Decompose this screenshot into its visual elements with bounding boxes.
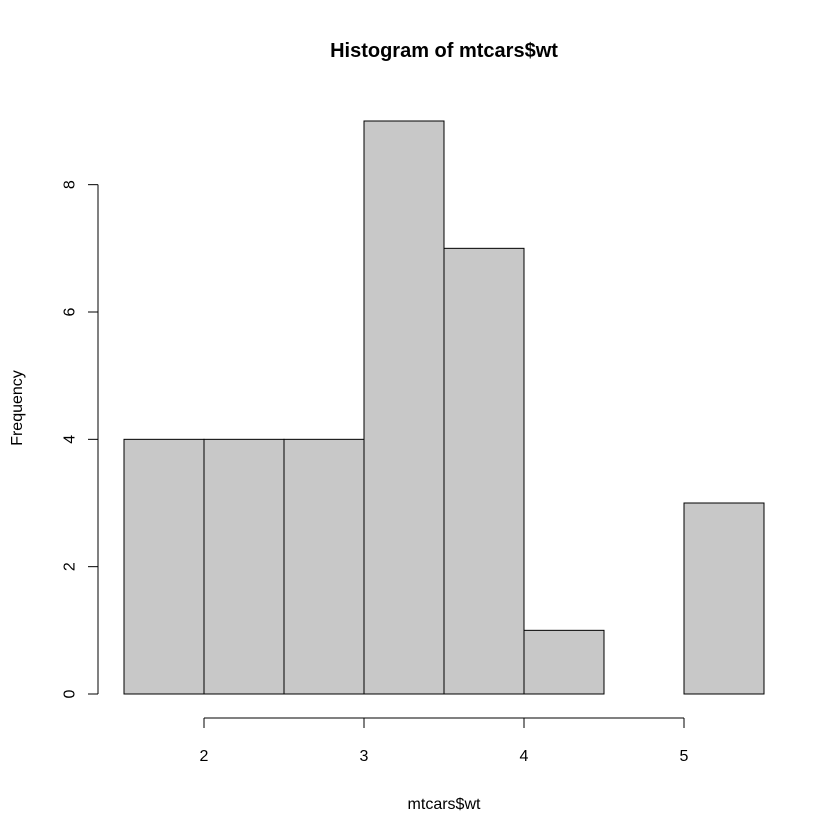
x-axis: 2 3 4 5 bbox=[200, 717, 689, 765]
y-axis-label: Frequency bbox=[9, 370, 26, 446]
bars-group bbox=[123, 120, 765, 695]
x-tick-label-3: 3 bbox=[360, 748, 369, 765]
x-tick-label-5: 5 bbox=[680, 748, 689, 765]
x-axis-label: mtcars$wt bbox=[408, 796, 481, 813]
histogram-bar-1 bbox=[123, 438, 205, 695]
x-tick-label-2: 2 bbox=[200, 748, 209, 765]
histogram-bar-8 bbox=[683, 502, 765, 695]
y-tick-label-6: 6 bbox=[62, 307, 79, 316]
histogram-bar-4 bbox=[363, 120, 445, 695]
histogram-bar-5 bbox=[443, 247, 525, 695]
chart-title: Histogram of mtcars$wt bbox=[330, 40, 558, 62]
histogram-bar-3 bbox=[283, 438, 365, 695]
histogram-bar-2 bbox=[203, 438, 285, 695]
y-tick-label-2: 2 bbox=[62, 562, 79, 571]
y-tick-label-4: 4 bbox=[62, 435, 79, 444]
y-tick-label-8: 8 bbox=[62, 180, 79, 189]
y-tick-label-0: 0 bbox=[62, 689, 79, 698]
histogram-bar-6 bbox=[523, 629, 605, 695]
x-tick-label-4: 4 bbox=[520, 748, 529, 765]
y-axis: 0 2 4 6 8 bbox=[62, 180, 99, 698]
